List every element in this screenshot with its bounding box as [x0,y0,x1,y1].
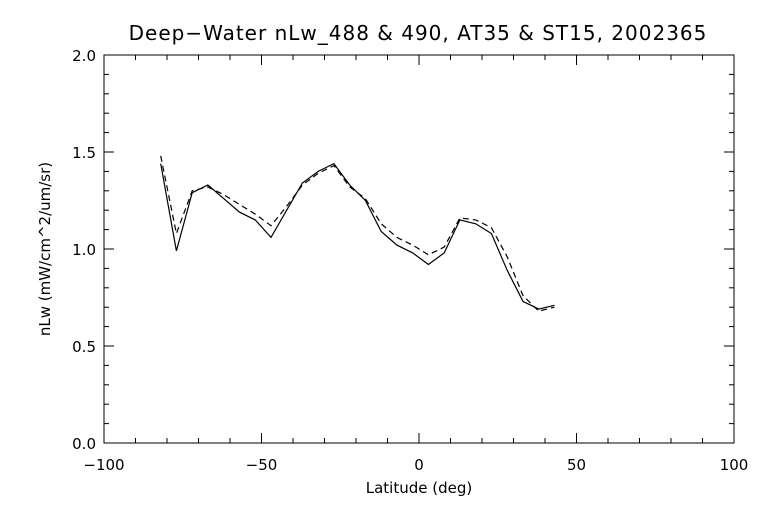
series-solid-line [160,162,555,310]
y-tick-label: 0.5 [72,338,96,356]
x-tick-label: 100 [720,456,749,474]
y-tick-label: 0.0 [72,435,96,453]
x-tick-label: −100 [83,456,124,474]
x-tick-label: 50 [567,456,586,474]
y-axis-label: nLw (mW/cm^2/um/sr) [36,162,54,336]
chart-title: Deep−Water nLw_488 & 490, AT35 & ST15, 2… [129,21,708,45]
x-tick-label: 0 [414,456,424,474]
y-tick-label: 1.0 [72,241,96,259]
tick-labels: −100 −50 0 50 100 0.0 0.5 1.0 1.5 2.0 [72,47,748,474]
y-tick-label: 2.0 [72,47,96,65]
y-tick-label: 1.5 [72,144,96,162]
axis-ticks [103,54,735,444]
x-tick-label: −50 [246,456,278,474]
series-dashed-line [160,155,555,312]
x-axis-label: Latitude (deg) [366,479,472,497]
data-series [160,155,555,312]
